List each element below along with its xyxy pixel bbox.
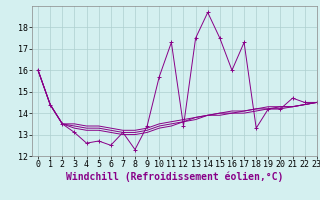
X-axis label: Windchill (Refroidissement éolien,°C): Windchill (Refroidissement éolien,°C) <box>66 172 283 182</box>
